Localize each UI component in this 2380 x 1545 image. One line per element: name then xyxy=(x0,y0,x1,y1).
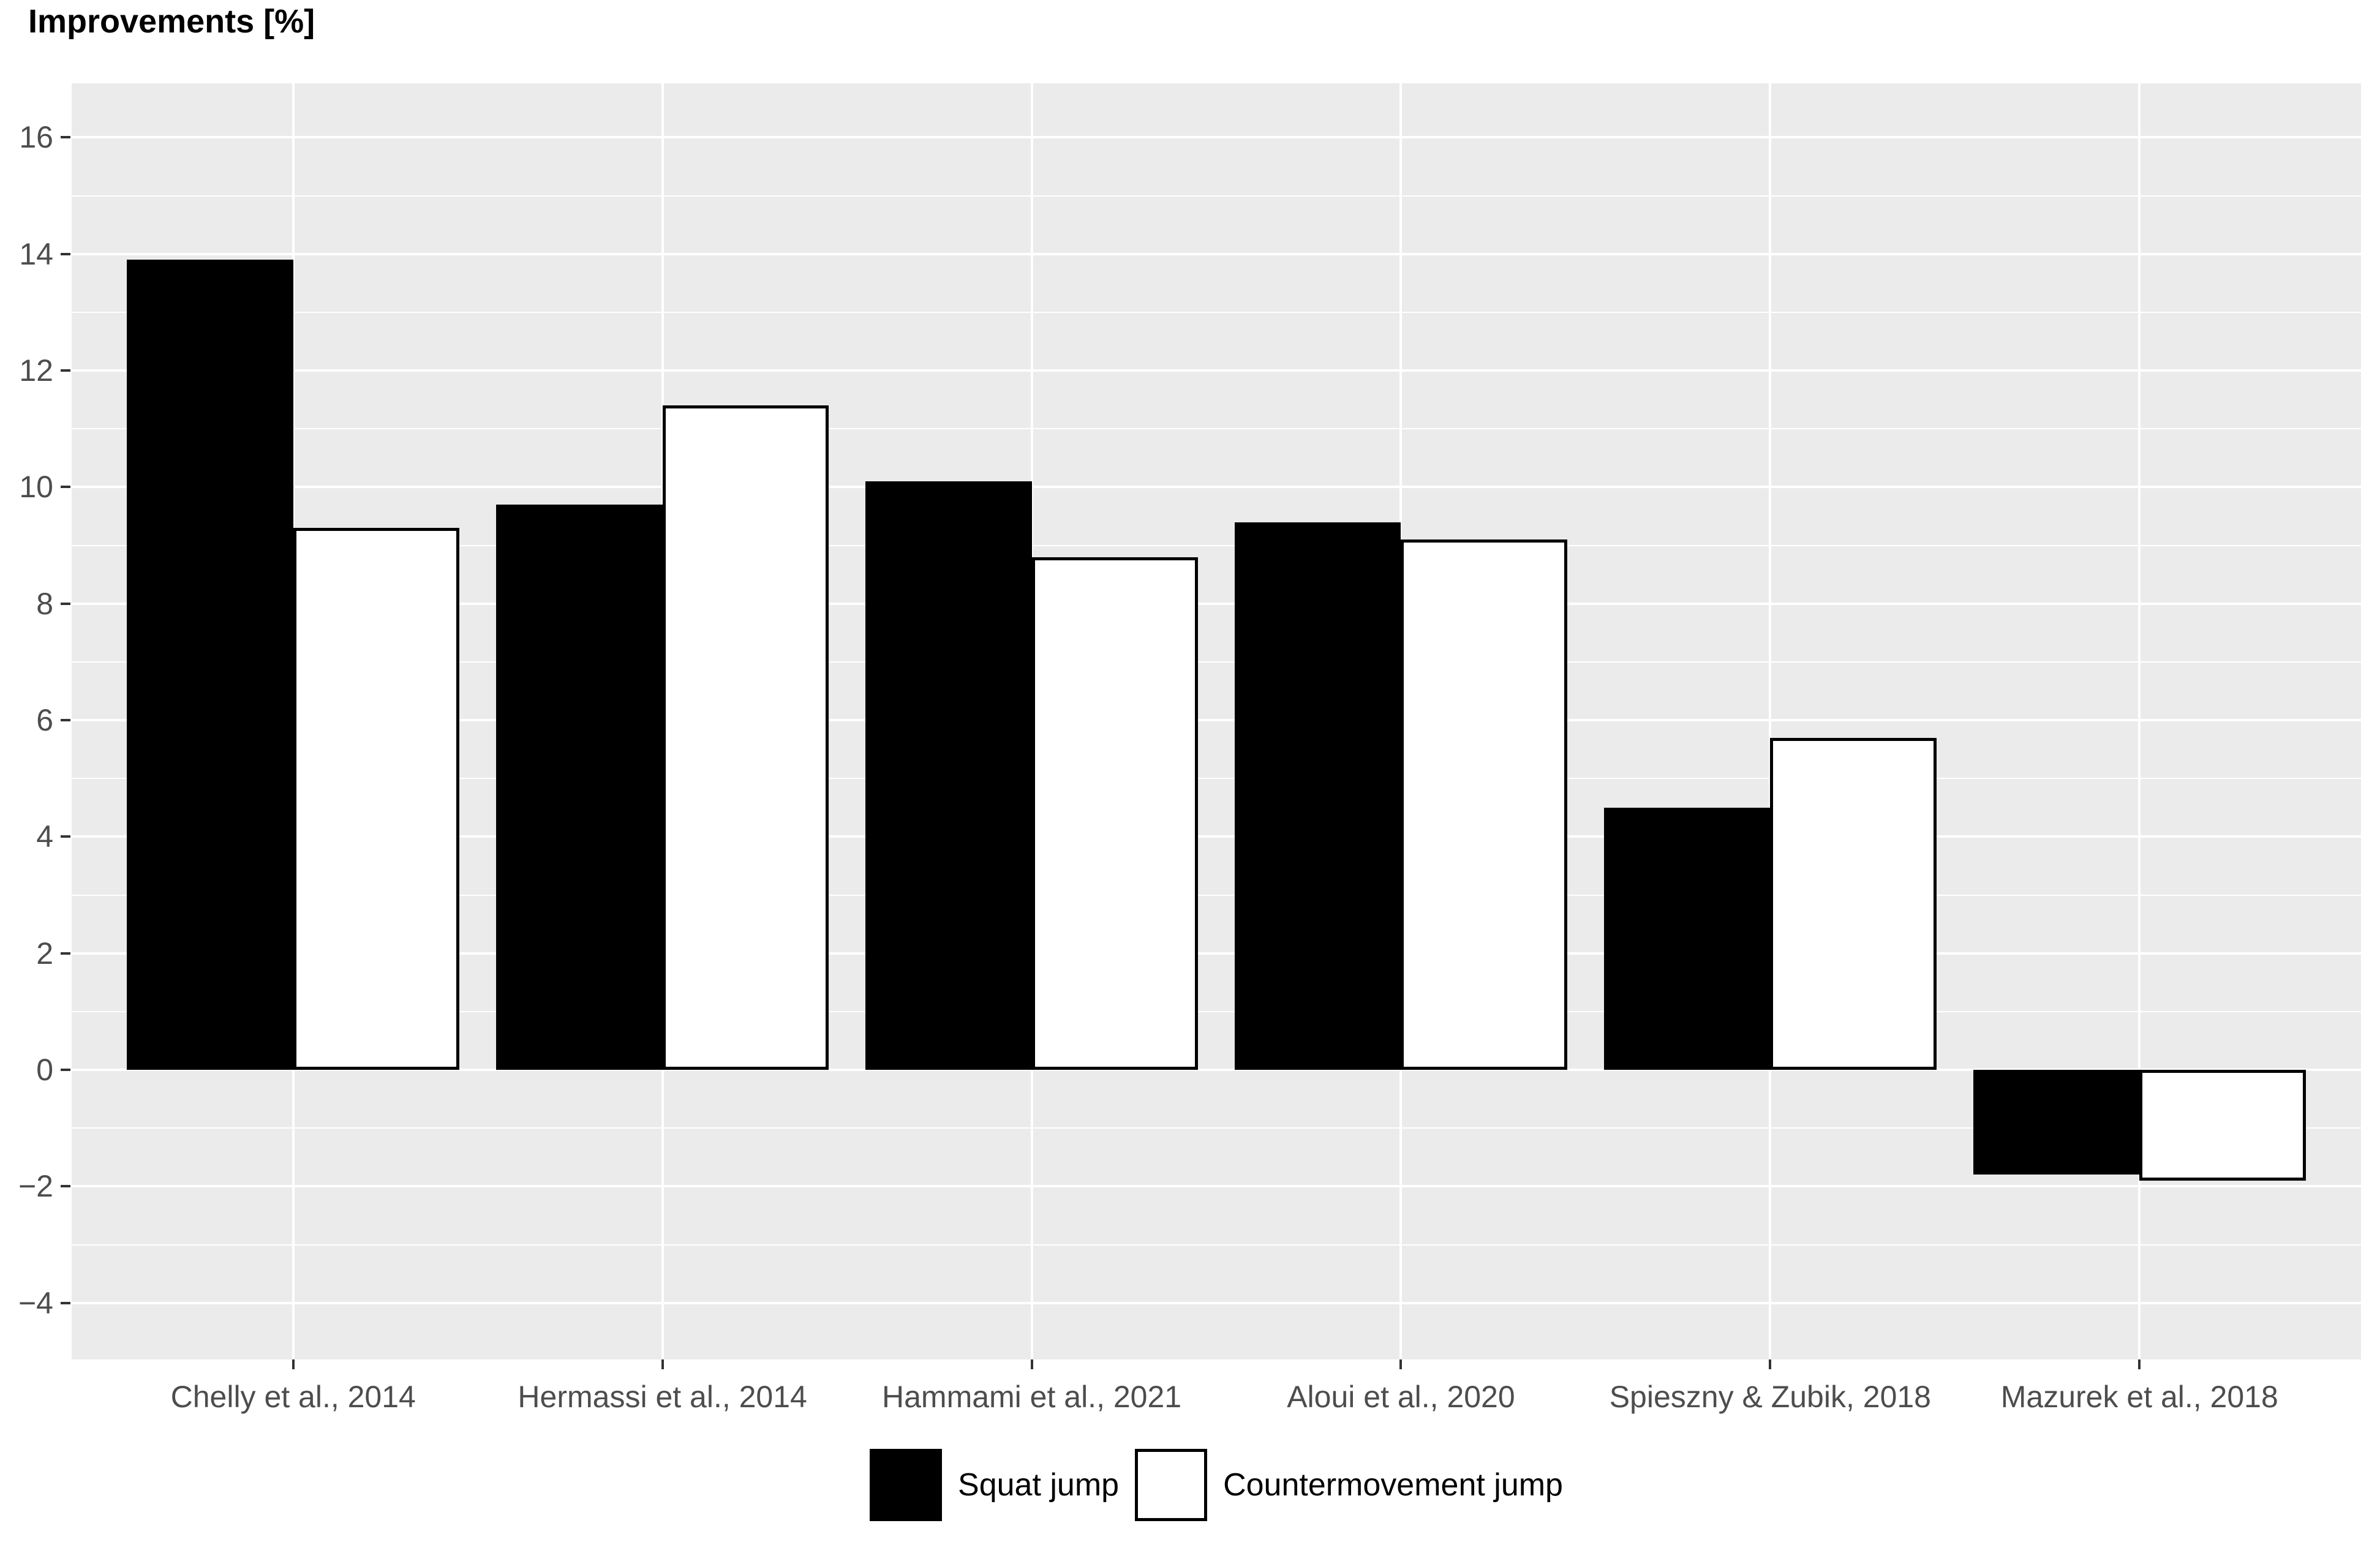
gridline-minor-y-11 xyxy=(72,428,2361,430)
gridline-major-y--4 xyxy=(72,1301,2361,1304)
bar-squat-jump-4 xyxy=(1235,522,1401,1070)
gridline-minor-y-15 xyxy=(72,195,2361,197)
gridline-minor-y-9 xyxy=(72,544,2361,546)
gridline-minor-y-5 xyxy=(72,778,2361,780)
gridline-minor-y--3 xyxy=(72,1244,2361,1246)
x-axis: Chelly et al., 2014 Hermassi et al., 2014… xyxy=(72,1359,2361,1445)
gridline-major-y-10 xyxy=(72,486,2361,489)
x-tick-mark-1 xyxy=(292,1359,295,1369)
y-tick-label--4: −4 xyxy=(18,1285,53,1320)
bar-squat-jump-2 xyxy=(496,505,663,1070)
plot-panel xyxy=(72,83,2361,1359)
x-tick-label-3: Hammami et al., 2021 xyxy=(882,1380,1182,1414)
x-tick-label-5: Spieszny & Zubik, 2018 xyxy=(1609,1380,1931,1414)
bar-countermovement-jump-4 xyxy=(1401,539,1567,1070)
y-tick-mark-10 xyxy=(61,486,70,489)
legend-entry-squat-jump: Squat jump xyxy=(870,1449,1119,1521)
y-tick-label-6: 6 xyxy=(36,703,53,738)
y-tick-mark--2 xyxy=(61,1185,70,1188)
gridline-major-y--2 xyxy=(72,1185,2361,1188)
gridline-major-y-12 xyxy=(72,369,2361,372)
y-tick-label-8: 8 xyxy=(36,586,53,621)
x-tick-label-2: Hermassi et al., 2014 xyxy=(518,1380,807,1414)
y-tick-mark-6 xyxy=(61,719,70,722)
y-tick-label-2: 2 xyxy=(36,936,53,971)
gridline-major-y-16 xyxy=(72,136,2361,139)
x-tick-mark-3 xyxy=(1030,1359,1033,1369)
bar-squat-jump-1 xyxy=(127,260,293,1070)
y-axis: −4 −2 0 2 4 6 8 10 12 14 16 xyxy=(0,83,72,1359)
legend: Squat jump Countermovement jump xyxy=(72,1445,2361,1525)
gridline-major-y-0 xyxy=(72,1069,2361,1072)
gridline-major-y-6 xyxy=(72,719,2361,722)
y-tick-label-4: 4 xyxy=(36,819,53,854)
y-tick-mark-0 xyxy=(61,1069,70,1072)
x-tick-mark-5 xyxy=(1769,1359,1772,1369)
y-tick-mark-8 xyxy=(61,602,70,605)
gridline-major-y-2 xyxy=(72,952,2361,955)
y-tick-label-12: 12 xyxy=(19,353,53,388)
x-tick-mark-2 xyxy=(661,1359,664,1369)
x-tick-label-1: Chelly et al., 2014 xyxy=(170,1380,416,1414)
gridline-major-x-5 xyxy=(1769,83,1772,1359)
y-tick-label-16: 16 xyxy=(19,120,53,155)
gridline-minor-y-13 xyxy=(72,311,2361,313)
gridline-minor-y-7 xyxy=(72,661,2361,663)
y-tick-label--2: −2 xyxy=(18,1169,53,1204)
y-tick-mark-4 xyxy=(61,835,70,838)
x-tick-label-6: Mazurek et al., 2018 xyxy=(2000,1380,2278,1414)
y-tick-label-14: 14 xyxy=(19,236,53,271)
x-tick-label-4: Aloui et al., 2020 xyxy=(1287,1380,1515,1414)
bar-countermovement-jump-6 xyxy=(2139,1070,2306,1181)
y-tick-mark-2 xyxy=(61,952,70,955)
gridline-major-y-4 xyxy=(72,835,2361,838)
chart-title: Improvements [%] xyxy=(28,3,315,40)
y-tick-label-10: 10 xyxy=(19,470,53,505)
gridline-major-x-6 xyxy=(2138,83,2141,1359)
y-tick-mark-12 xyxy=(61,369,70,372)
gridline-major-y-14 xyxy=(72,252,2361,255)
y-tick-mark-16 xyxy=(61,136,70,139)
bar-countermovement-jump-1 xyxy=(293,528,460,1070)
legend-key-countermovement-jump-icon xyxy=(1135,1449,1208,1521)
gridline-minor-y--1 xyxy=(72,1127,2361,1129)
legend-key-squat-jump-icon xyxy=(870,1449,943,1521)
y-tick-mark--4 xyxy=(61,1301,70,1304)
legend-entry-countermovement-jump: Countermovement jump xyxy=(1135,1449,1563,1521)
y-tick-label-0: 0 xyxy=(36,1053,53,1088)
legend-label-countermovement-jump: Countermovement jump xyxy=(1223,1467,1563,1503)
bar-squat-jump-5 xyxy=(1604,807,1771,1070)
legend-label-squat-jump: Squat jump xyxy=(958,1467,1120,1503)
bar-squat-jump-3 xyxy=(865,481,1032,1070)
gridline-minor-y-1 xyxy=(72,1010,2361,1012)
x-tick-mark-6 xyxy=(2138,1359,2141,1369)
bar-squat-jump-6 xyxy=(1973,1070,2140,1175)
y-tick-mark-14 xyxy=(61,252,70,255)
bar-countermovement-jump-3 xyxy=(1031,557,1198,1070)
x-tick-mark-4 xyxy=(1399,1359,1403,1369)
bar-countermovement-jump-5 xyxy=(1770,737,1937,1070)
gridline-minor-y-3 xyxy=(72,894,2361,896)
gridline-major-y-8 xyxy=(72,602,2361,605)
bar-countermovement-jump-2 xyxy=(662,405,829,1070)
